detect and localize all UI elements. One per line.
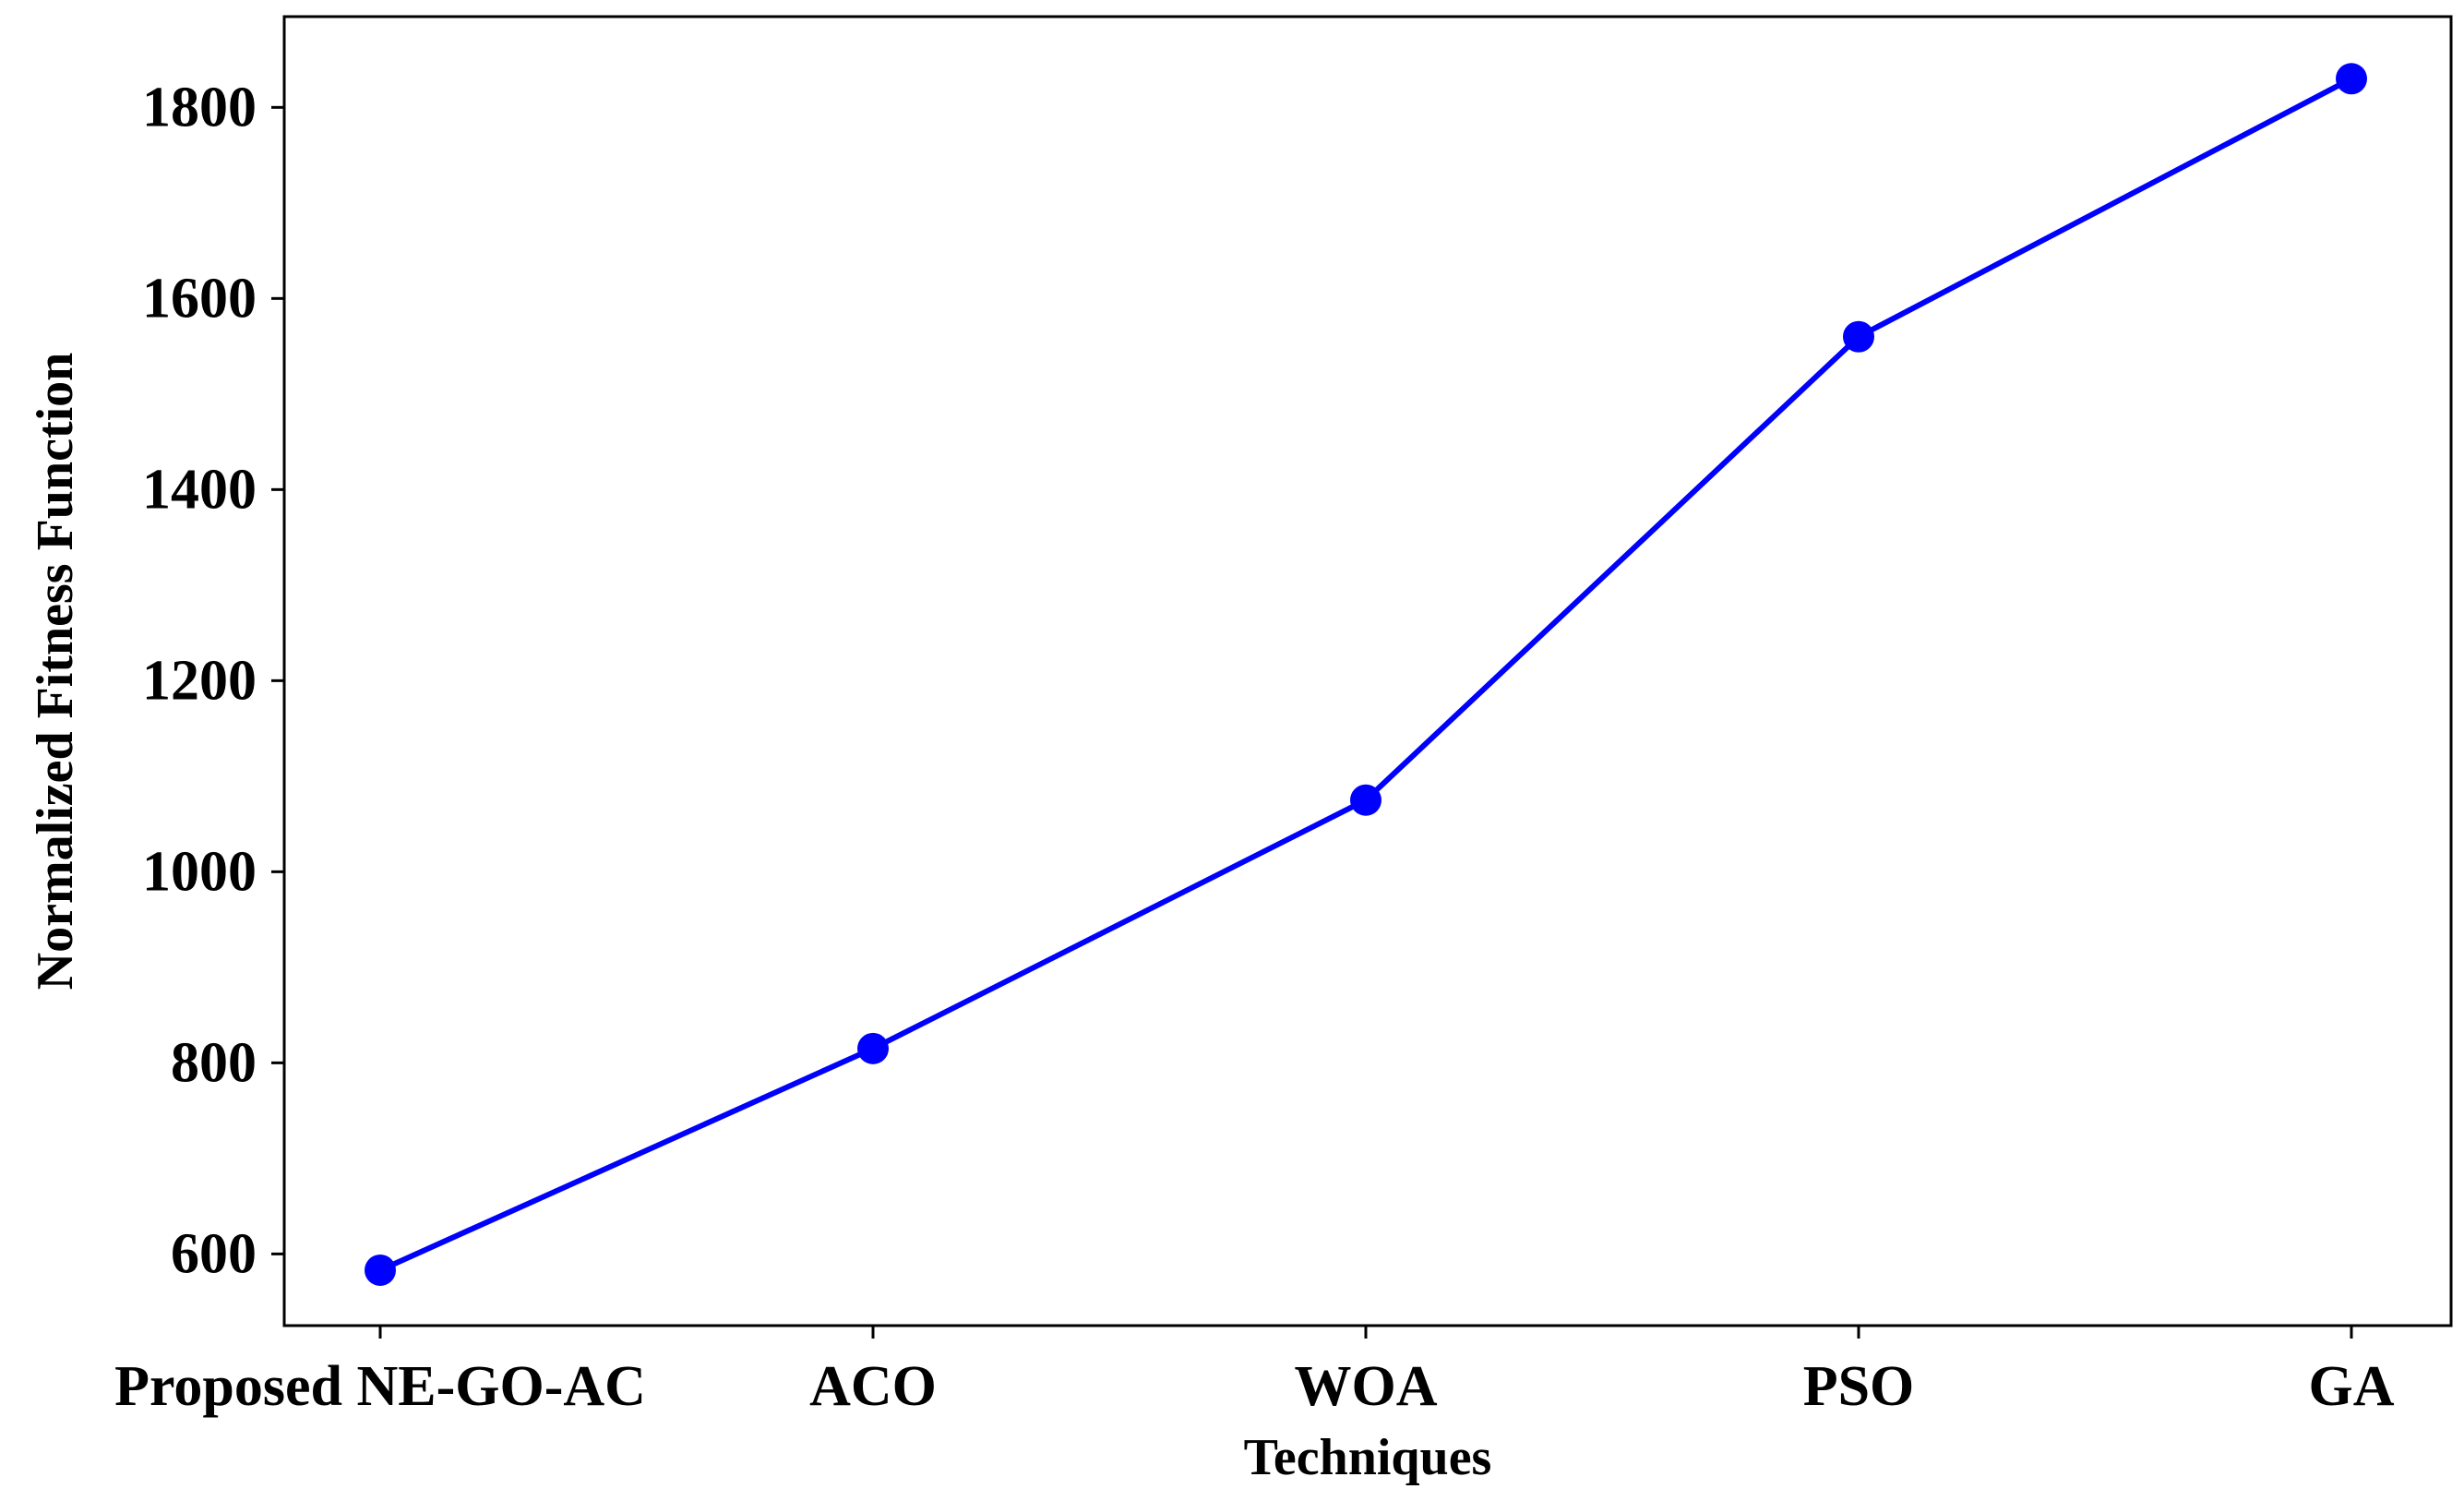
y-axis: 600 800 1000 1200 1400 1600 1800 xyxy=(142,76,284,1285)
y-tick-label: 1000 xyxy=(142,840,257,903)
data-points: Proposed NE-GO-AC: 583 ACO: 815 WOA: 1075 P… xyxy=(365,63,2367,1286)
plot-frame xyxy=(282,15,2453,1327)
x-tick-label: PSO xyxy=(1803,1355,1915,1418)
data-point: ACO: 815 xyxy=(857,1032,889,1064)
data-point: Proposed NE-GO-AC: 583 xyxy=(365,1254,396,1286)
data-point: PSO: 1560 xyxy=(1843,320,1874,353)
x-tick-label: Proposed NE-GO-AC xyxy=(114,1355,646,1418)
data-point: WOA: 1075 xyxy=(1350,784,1382,816)
x-axis-title: Techniques xyxy=(1244,1429,1492,1486)
x-tick-label: ACO xyxy=(809,1355,937,1418)
x-tick-label: WOA xyxy=(1295,1355,1438,1418)
x-axis: Proposed NE-GO-AC ACO WOA PSO GA xyxy=(114,1326,2395,1418)
y-tick-label: 800 xyxy=(171,1031,257,1094)
series-line xyxy=(378,76,2353,1273)
y-tick-label: 600 xyxy=(171,1222,257,1285)
y-tick-label: 1400 xyxy=(142,458,257,521)
x-tick-label: GA xyxy=(2309,1355,2395,1418)
y-axis-title: Normalized Fitness Function xyxy=(27,353,84,991)
data-point: GA: 1830 xyxy=(2336,63,2367,95)
y-tick-label: 1800 xyxy=(142,76,257,138)
y-tick-label: 1600 xyxy=(142,267,257,330)
y-tick-label: 1200 xyxy=(142,649,257,712)
